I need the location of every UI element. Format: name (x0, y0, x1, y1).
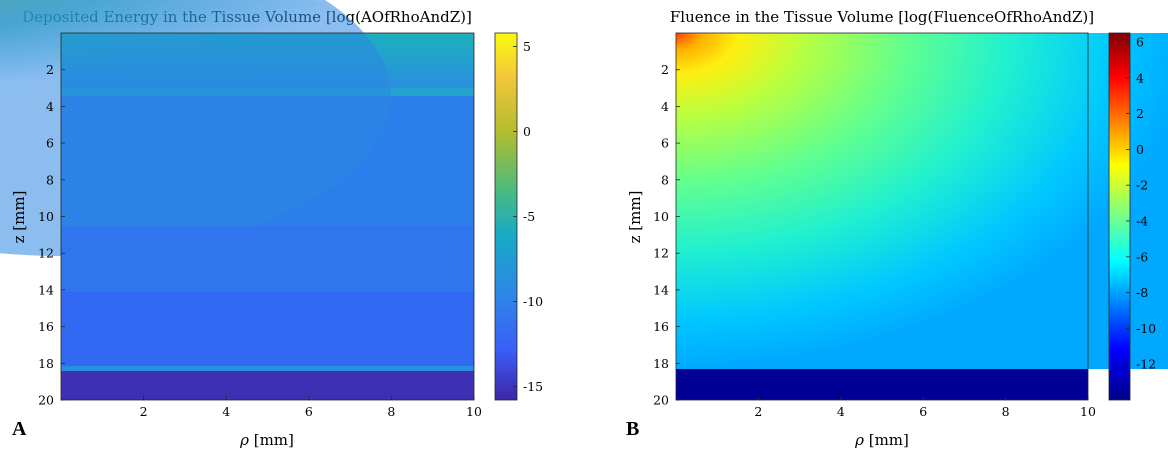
panel-b-x-ticks: 2 4 6 8 10 (754, 396, 1096, 419)
y-tick-label: 10 (653, 209, 669, 224)
panel-a-letter: A (12, 418, 27, 440)
colorbar-tick-label: -4 (1136, 213, 1148, 228)
panel-a: Deposited Energy in the Tissue Volume [l… (0, 0, 543, 449)
y-tick-label: 8 (661, 172, 669, 187)
panel-b-field (676, 33, 1168, 369)
y-tick-label: 16 (38, 319, 54, 334)
colorbar-tick-label: -10 (523, 294, 543, 309)
x-tick-label: 10 (1080, 404, 1096, 419)
y-tick-label: 20 (653, 393, 669, 408)
y-tick-label: 14 (38, 282, 54, 297)
panel-a-layer-4 (61, 226, 474, 292)
y-tick-label: 6 (661, 136, 669, 151)
panel-a-y-ticks: 2 4 6 8 10 12 14 16 18 20 (38, 62, 65, 408)
y-tick-label: 12 (653, 246, 669, 261)
x-tick-label: 4 (222, 404, 230, 419)
x-tick-label: 2 (140, 404, 148, 419)
panel-a-y-label: z [mm] (10, 191, 28, 244)
panel-b-letter: B (626, 418, 639, 440)
y-tick-label: 4 (661, 99, 669, 114)
panel-a-colorbar-ticks: 5 0 -5 -10 -15 (513, 39, 543, 394)
y-tick-label: 14 (653, 282, 669, 297)
x-tick-label: 4 (837, 404, 845, 419)
panel-a-layer-5 (61, 292, 474, 366)
colorbar-tick-label: 2 (1136, 106, 1144, 121)
x-tick-label: 6 (919, 404, 927, 419)
panel-b-plot-area (675, 32, 1168, 401)
x-tick-label: 8 (387, 404, 395, 419)
panel-b-y-ticks: 2 4 6 8 10 12 14 16 18 20 (653, 62, 680, 408)
x-tick-label: 2 (754, 404, 762, 419)
y-tick-label: 16 (653, 319, 669, 334)
colorbar-tick-label: 0 (1136, 142, 1144, 157)
panel-a-layer-6 (61, 366, 474, 371)
colorbar-tick-label: 6 (1136, 34, 1144, 49)
y-tick-label: 2 (46, 62, 54, 77)
panel-b: Fluence in the Tissue Volume [log(Fluenc… (626, 8, 1168, 449)
colorbar-tick-label: 0 (523, 124, 531, 139)
colorbar-tick-label: -12 (1136, 357, 1156, 372)
y-tick-label: 6 (46, 136, 54, 151)
colorbar-tick-label: -15 (523, 379, 543, 394)
x-tick-label: 10 (466, 404, 482, 419)
y-tick-label: 4 (46, 99, 54, 114)
panel-b-colorbar-ticks: 6 4 2 0 -2 -4 -6 -8 -10 -12 (1126, 34, 1156, 372)
panel-b-colorbar (1108, 32, 1131, 401)
panel-a-plot-area (0, 0, 475, 401)
colorbar-tick-label: -2 (1136, 178, 1148, 193)
panel-a-x-ticks: 2 4 6 8 10 (140, 396, 482, 419)
colorbar-tick-label: -8 (1136, 285, 1148, 300)
panel-a-x-label: ρ [mm] (239, 431, 294, 449)
colorbar-tick-label: -5 (523, 209, 535, 224)
y-tick-label: 12 (38, 246, 54, 261)
y-tick-label: 8 (46, 172, 54, 187)
x-tick-label: 8 (1002, 404, 1010, 419)
y-tick-label: 18 (38, 356, 54, 371)
panel-a-layer-7 (61, 371, 474, 400)
panel-b-x-label: ρ [mm] (854, 431, 909, 449)
colorbar-tick-label: 4 (1136, 70, 1144, 85)
panel-b-bottom-layer (676, 369, 1088, 400)
x-tick-label: 6 (305, 404, 313, 419)
y-tick-label: 20 (38, 393, 54, 408)
y-tick-label: 10 (38, 209, 54, 224)
colorbar-tick-label: 5 (523, 39, 531, 54)
y-tick-label: 2 (661, 62, 669, 77)
panel-b-title: Fluence in the Tissue Volume [log(Fluenc… (670, 8, 1094, 26)
panel-b-y-label: z [mm] (626, 191, 644, 244)
colorbar-tick-label: -10 (1136, 321, 1156, 336)
colorbar-tick-label: -6 (1136, 249, 1148, 264)
y-tick-label: 18 (653, 356, 669, 371)
